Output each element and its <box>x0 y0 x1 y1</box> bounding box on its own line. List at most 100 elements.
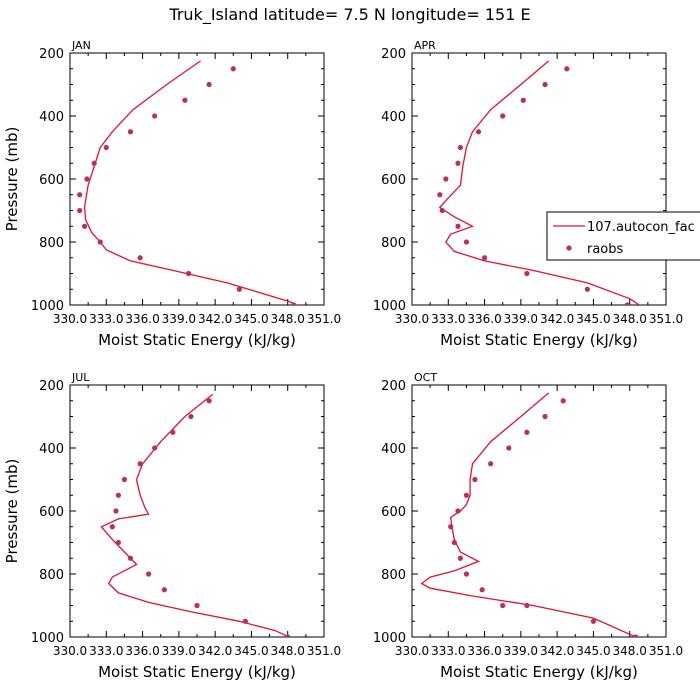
raobs-point <box>457 555 463 561</box>
raobs-point <box>206 81 212 88</box>
y-tick-label: 200 <box>381 47 406 62</box>
x-tick-label: 330.0 <box>395 644 429 658</box>
y-tick-label: 600 <box>39 505 64 520</box>
y-tick-label: 400 <box>381 442 406 457</box>
raobs-point <box>291 302 297 305</box>
raobs-point <box>455 160 461 166</box>
raobs-point <box>457 144 463 151</box>
raobs-point <box>185 270 192 277</box>
x-tick-label: 339.0 <box>162 644 196 658</box>
x-tick-label: 345.0 <box>576 644 610 658</box>
raobs-point <box>455 223 461 229</box>
x-tick-label: 339.0 <box>162 312 196 326</box>
raobs-point <box>121 476 128 483</box>
raobs-point <box>127 555 134 561</box>
x-tick-label: 333.0 <box>431 312 465 326</box>
x-tick-label: 336.0 <box>467 644 501 658</box>
raobs-point <box>475 129 482 135</box>
x-tick-label: 342.0 <box>198 644 232 658</box>
x-axis-label: Moist Static Energy (kJ/kg) <box>98 663 296 681</box>
raobs-point <box>584 286 590 292</box>
x-tick-label: 345.0 <box>234 644 268 658</box>
raobs-point <box>500 113 506 119</box>
y-tick-label: 400 <box>39 442 64 457</box>
series-line-model <box>420 392 637 637</box>
raobs-point <box>103 144 109 151</box>
plot-frame <box>411 384 667 638</box>
raobs-point <box>451 539 457 546</box>
x-tick-label: 351.0 <box>307 644 341 658</box>
raobs-point <box>488 461 494 467</box>
raobs-point <box>443 176 449 182</box>
raobs-point <box>481 255 488 261</box>
plot-frame <box>69 384 325 638</box>
x-tick-label: 339.0 <box>504 644 538 658</box>
raobs-point <box>590 618 597 624</box>
raobs-point <box>84 176 90 182</box>
raobs-point <box>127 129 134 135</box>
x-tick-label: 336.0 <box>125 644 159 658</box>
x-tick-label: 351.0 <box>649 644 683 658</box>
legend-entry-label: raobs <box>587 242 624 257</box>
y-tick-label: 800 <box>39 236 64 251</box>
raobs-point <box>520 97 526 103</box>
raobs-point <box>115 539 121 546</box>
y-tick-label: 1000 <box>31 631 64 646</box>
x-tick-label: 345.0 <box>234 312 268 326</box>
x-axis-label: Moist Static Energy (kJ/kg) <box>440 331 638 349</box>
x-tick-label: 336.0 <box>467 312 501 326</box>
panel-label: APR <box>414 39 436 52</box>
y-tick-label: 800 <box>39 568 64 583</box>
raobs-point <box>285 634 291 637</box>
raobs-point <box>81 223 88 229</box>
raobs-point <box>463 492 470 498</box>
y-tick-label: 200 <box>39 379 64 394</box>
plot-area <box>100 393 291 637</box>
x-tick-label: 342.0 <box>198 312 232 326</box>
raobs-point <box>146 571 152 577</box>
y-tick-label: 400 <box>39 110 64 125</box>
plot-frame <box>411 52 667 306</box>
raobs-point <box>206 398 212 404</box>
x-tick-label: 348.0 <box>613 312 647 326</box>
x-tick-label: 351.0 <box>649 312 683 326</box>
x-tick-label: 351.0 <box>307 312 341 326</box>
y-tick-label: 1000 <box>373 299 406 314</box>
raobs-point <box>137 461 143 467</box>
raobs-point <box>439 207 445 214</box>
y-tick-label: 600 <box>381 173 406 188</box>
raobs-point <box>137 255 143 261</box>
raobs-point <box>524 602 530 609</box>
y-tick-label: 200 <box>381 379 406 394</box>
x-tick-label: 339.0 <box>504 312 538 326</box>
raobs-point <box>542 81 548 88</box>
x-tick-label: 348.0 <box>613 644 647 658</box>
x-tick-label: 348.0 <box>271 644 305 658</box>
raobs-point <box>152 113 158 119</box>
panel-label: JUL <box>71 371 90 384</box>
y-tick-label: 1000 <box>31 299 64 314</box>
x-tick-label: 345.0 <box>576 312 610 326</box>
x-tick-label: 333.0 <box>89 312 123 326</box>
x-tick-label: 330.0 <box>53 312 87 326</box>
series-line-model <box>438 60 641 305</box>
raobs-point <box>463 239 470 245</box>
y-tick-label: 200 <box>39 47 64 62</box>
raobs-point <box>152 445 158 451</box>
raobs-point <box>115 492 121 498</box>
raobs-point <box>437 192 443 198</box>
raobs-point <box>77 192 83 198</box>
y-tick-label: 1000 <box>373 631 406 646</box>
raobs-point <box>194 602 200 609</box>
y-tick-label: 600 <box>39 173 64 188</box>
panel-label: JAN <box>71 39 91 52</box>
raobs-point <box>506 445 512 451</box>
raobs-point <box>170 429 176 435</box>
